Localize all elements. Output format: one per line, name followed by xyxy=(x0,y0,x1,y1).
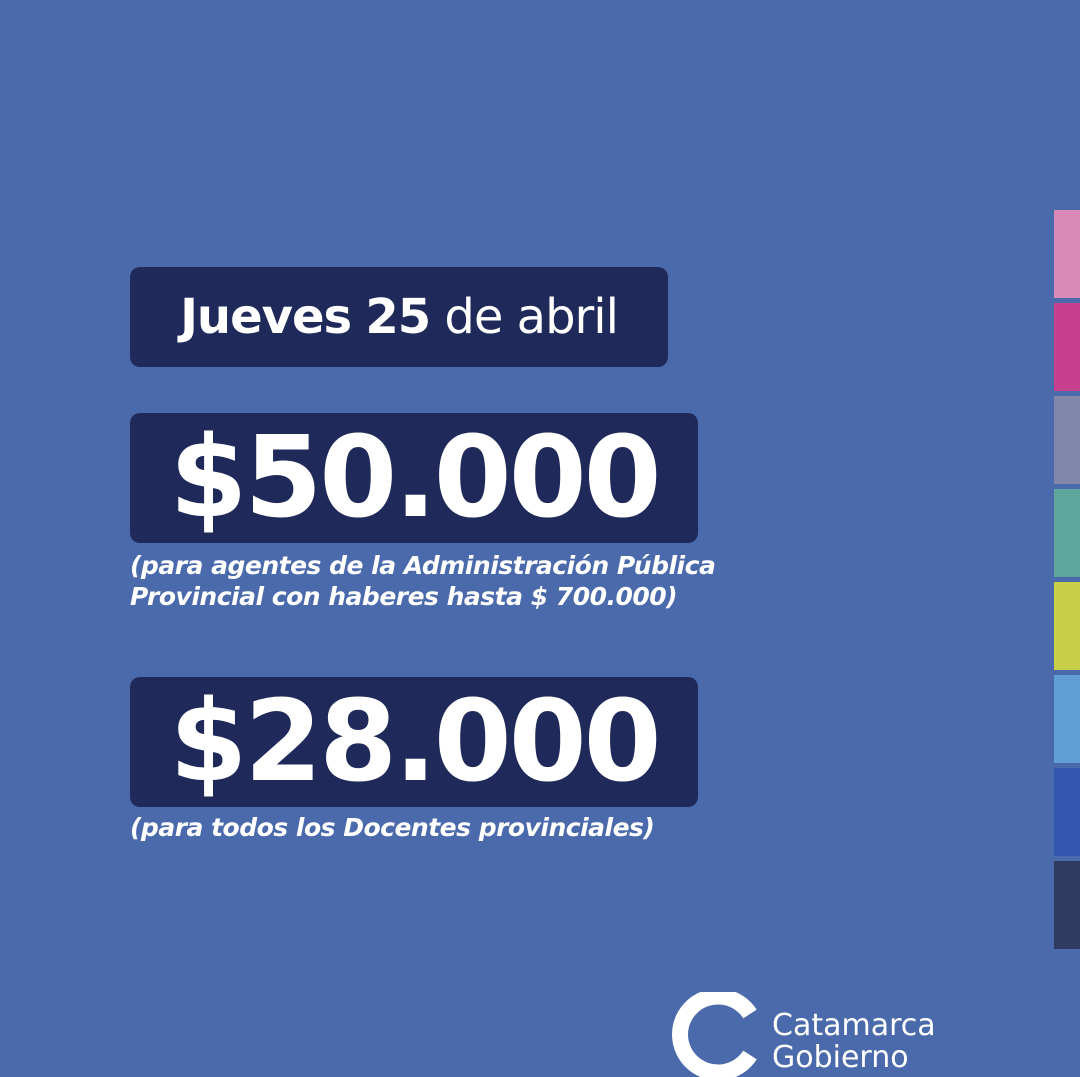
note-line: Provincial con haberes hasta $ 700.000) xyxy=(130,582,678,611)
stripe xyxy=(1054,396,1080,484)
amount-box: $50.000 xyxy=(130,413,698,543)
stripe xyxy=(1054,210,1080,298)
stripe xyxy=(1054,768,1080,856)
day: 25 xyxy=(365,289,431,345)
stripe xyxy=(1054,675,1080,763)
note-line: (para todos los Docentes provinciales) xyxy=(130,813,655,842)
logo-line: Gobierno xyxy=(772,1040,909,1075)
logo-mark xyxy=(672,992,757,1077)
month: de abril xyxy=(444,289,619,345)
stripe xyxy=(1054,303,1080,391)
stripe xyxy=(1054,582,1080,670)
amount: $28.000 xyxy=(169,677,661,807)
stripe xyxy=(1054,489,1080,577)
note: (para todos los Docentes provinciales) xyxy=(130,812,655,843)
note-line: (para agentes de la Administración Públi… xyxy=(130,551,716,580)
date-box: Jueves 25 de abril xyxy=(130,267,668,367)
stripe xyxy=(1054,861,1080,949)
logo-text: Catamarca Gobierno xyxy=(772,1010,936,1074)
note: (para agentes de la Administración Públi… xyxy=(130,550,716,612)
logo-line: Catamarca xyxy=(772,1008,936,1043)
weekday: Jueves xyxy=(180,289,352,345)
amount: $50.000 xyxy=(169,413,661,543)
amount-box: $28.000 xyxy=(130,677,698,807)
